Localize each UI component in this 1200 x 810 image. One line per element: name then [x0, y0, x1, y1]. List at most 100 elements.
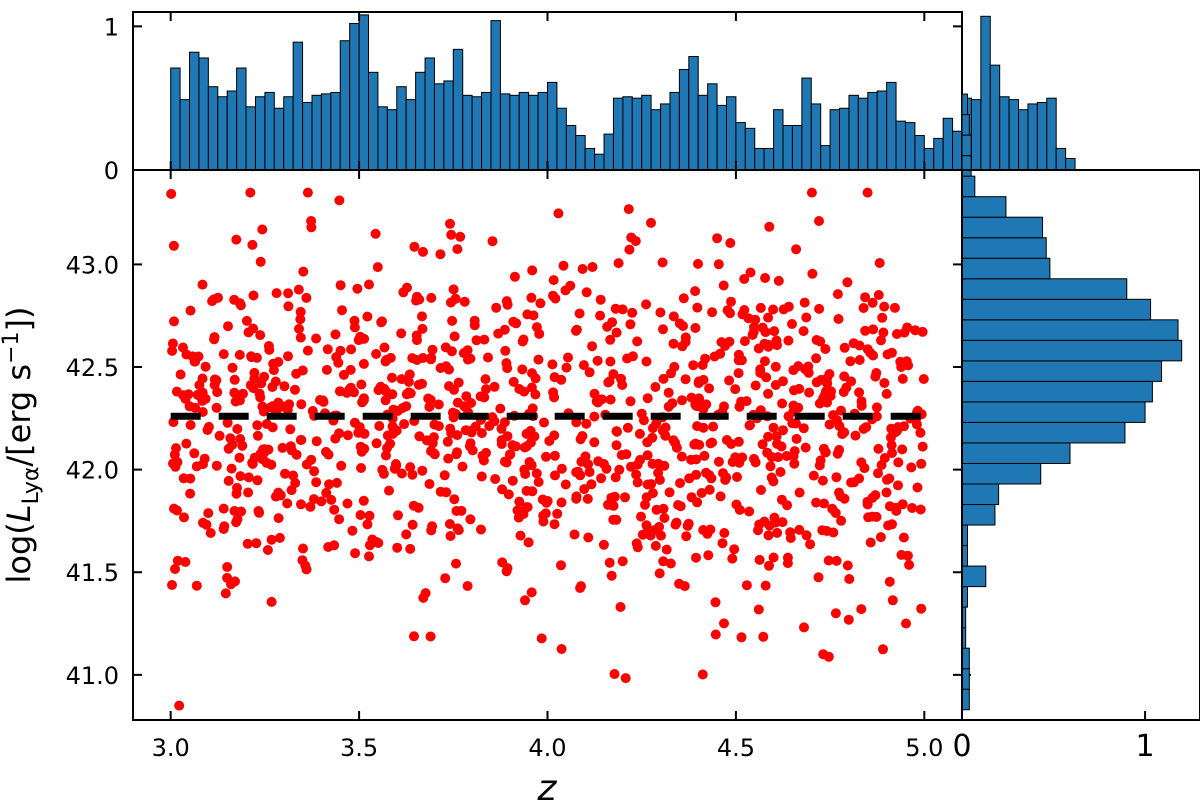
- scatter-point: [401, 529, 412, 540]
- top-histogram-bar: [612, 97, 624, 171]
- scatter-point: [808, 470, 819, 481]
- scatter-point: [678, 293, 689, 304]
- scatter-point: [915, 427, 926, 438]
- scatter-point: [355, 441, 366, 452]
- scatter-point: [302, 345, 313, 356]
- scatter-point: [783, 335, 794, 346]
- top-histogram-bars: [170, 14, 1076, 171]
- scatter-point: [632, 336, 643, 347]
- top-histogram-bar: [283, 96, 294, 171]
- scatter-point: [417, 465, 428, 476]
- scatter-point: [435, 249, 446, 260]
- scatter-point: [713, 456, 724, 467]
- scatter-point: [764, 520, 775, 531]
- scatter-point: [226, 463, 237, 474]
- top-histogram-bar: [773, 109, 784, 171]
- top-histogram-bar: [1055, 147, 1067, 171]
- scatter-point: [447, 315, 458, 326]
- scatter-point: [561, 362, 572, 373]
- top-histogram-bar: [1018, 109, 1029, 171]
- right-histogram-bar: [961, 360, 1163, 382]
- scatter-point: [811, 377, 822, 388]
- right-histogram-bar: [961, 175, 976, 198]
- scatter-point: [203, 508, 214, 519]
- scatter-point: [346, 382, 356, 393]
- scatter-point: [168, 240, 179, 251]
- scatter-point: [441, 487, 452, 498]
- scatter-point: [252, 475, 263, 486]
- scatter-point: [203, 421, 214, 432]
- scatter-point: [805, 539, 816, 550]
- scatter-point: [624, 244, 635, 255]
- scatter-point: [306, 216, 317, 226]
- scatter-point: [610, 472, 621, 483]
- scatter-point: [737, 309, 748, 320]
- scatter-point: [660, 422, 671, 433]
- scatter-point: [623, 204, 634, 215]
- scatter-point: [311, 333, 322, 344]
- scatter-point: [297, 365, 308, 376]
- scatter-point: [404, 369, 415, 380]
- scatter-point: [227, 439, 238, 450]
- scatter-point: [476, 428, 487, 439]
- scatter-point: [584, 367, 595, 378]
- scatter-point: [646, 217, 656, 228]
- scatter-point: [717, 538, 728, 549]
- scatter-point: [197, 279, 208, 290]
- scatter-point: [757, 322, 768, 333]
- scatter-point: [884, 501, 895, 512]
- scatter-point: [753, 604, 764, 615]
- scatter-point: [867, 297, 878, 308]
- scatter-point: [556, 560, 566, 571]
- scatter-point: [446, 229, 457, 240]
- top-histogram-bar: [207, 86, 219, 171]
- scatter-point: [754, 519, 765, 530]
- scatter-point: [476, 471, 487, 482]
- scatter-point: [234, 349, 245, 360]
- scatter-point: [831, 472, 842, 483]
- top-histogram-bar: [876, 90, 888, 171]
- scatter-point: [527, 265, 538, 276]
- scatter-point: [362, 519, 373, 530]
- scatter-point: [691, 552, 701, 563]
- scatter-point: [707, 437, 718, 448]
- scatter-point: [455, 231, 466, 242]
- scatter-point: [466, 398, 477, 408]
- scatter-point: [469, 320, 480, 331]
- scatter-point: [770, 361, 781, 372]
- scatter-point: [335, 280, 346, 291]
- scatter-point: [541, 451, 551, 462]
- scatter-point: [764, 560, 774, 571]
- scatter-point: [587, 262, 598, 272]
- y-tick-label: 41.5: [66, 559, 119, 587]
- right-histogram-bar: [961, 319, 1179, 341]
- scatter-point: [427, 344, 438, 355]
- top-histogram-bar: [217, 96, 228, 171]
- right-histogram-bar: [961, 647, 970, 670]
- scatter-point: [231, 488, 242, 499]
- right-histogram-x-tick-label: 1: [1136, 729, 1155, 764]
- scatter-point: [199, 453, 210, 464]
- top-histogram-bar: [405, 99, 417, 171]
- scatter-point: [370, 228, 381, 239]
- scatter-point: [651, 504, 662, 515]
- scatter-point: [531, 322, 542, 333]
- scatter-point: [315, 395, 325, 405]
- scatter-point: [409, 241, 420, 252]
- top-histogram-y-tick-label: 0: [104, 157, 119, 185]
- scatter-point: [634, 428, 645, 439]
- scatter-point: [820, 344, 831, 354]
- scatter-point: [575, 470, 586, 481]
- scatter-point: [729, 544, 740, 555]
- scatter-point: [874, 258, 885, 268]
- scatter-point: [533, 477, 544, 487]
- scatter-point: [744, 420, 755, 431]
- scatter-point: [350, 548, 361, 559]
- scatter-point: [581, 418, 592, 429]
- scatter-point: [806, 187, 817, 198]
- scatter-point: [577, 431, 588, 441]
- scatter-point: [884, 576, 895, 587]
- scatter-point: [526, 587, 537, 598]
- scatter-point: [721, 435, 732, 445]
